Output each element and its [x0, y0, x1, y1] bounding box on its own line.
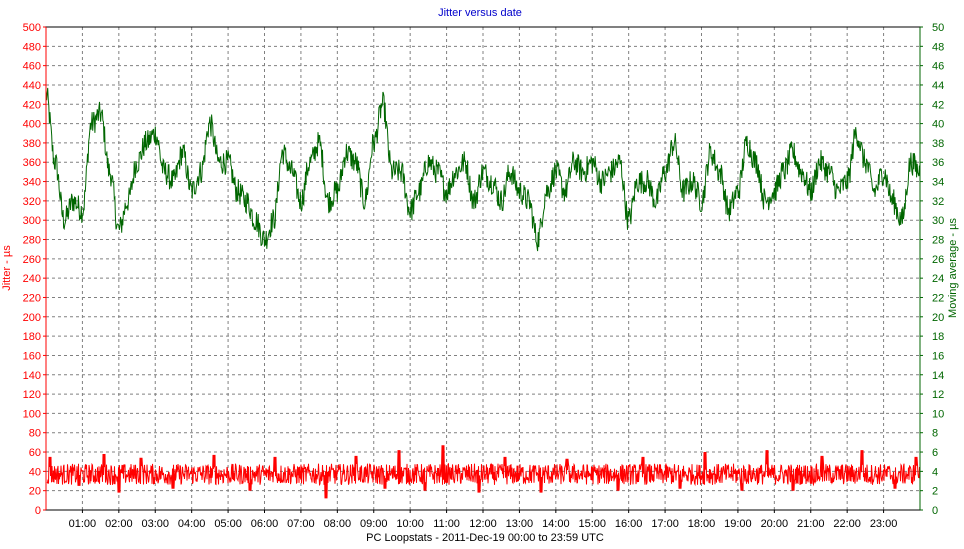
x-tick-label: 13:00	[506, 518, 534, 530]
left-axis-label: Jitter - µs	[1, 245, 13, 291]
right-tick-label: 18	[932, 331, 944, 343]
x-tick-label: 22:00	[833, 518, 861, 530]
left-tick-label: 160	[23, 350, 41, 362]
x-tick-label: 09:00	[360, 518, 388, 530]
x-tick-label: 14:00	[542, 518, 570, 530]
left-tick-label: 260	[23, 254, 41, 266]
x-tick-label: 01:00	[69, 518, 97, 530]
right-tick-label: 28	[932, 235, 944, 247]
series-layer	[45, 87, 921, 499]
left-tick-label: 280	[23, 235, 41, 247]
jitter-line	[46, 445, 920, 499]
right-tick-label: 30	[932, 215, 944, 227]
left-tick-label: 140	[23, 370, 41, 382]
x-tick-label: 18:00	[688, 518, 716, 530]
x-tick-label: 07:00	[287, 518, 315, 530]
right-tick-label: 6	[932, 447, 938, 459]
left-tick-label: 40	[29, 466, 41, 478]
left-axis-ticks: 0 20 40 60 80 100 120 140 160 180 200 220 240 260 280 3…	[23, 22, 46, 517]
left-tick-label: 460	[23, 61, 41, 73]
right-tick-label: 4	[932, 466, 938, 478]
x-tick-label: 15:00	[578, 518, 606, 530]
right-tick-label: 2	[932, 486, 938, 498]
x-axis-ticks: 01:00 02:00 03:00 04:00 05:00 06:00 07:00 08:00…	[69, 510, 898, 530]
right-tick-label: 14	[932, 370, 944, 382]
x-tick-label: 10:00	[396, 518, 424, 530]
left-tick-label: 240	[23, 273, 41, 285]
x-tick-label: 17:00	[651, 518, 679, 530]
left-tick-label: 20	[29, 486, 41, 498]
left-tick-label: 100	[23, 408, 41, 420]
left-tick-label: 180	[23, 331, 41, 343]
left-tick-label: 120	[23, 389, 41, 401]
right-axis-label: Moving average - µs	[947, 218, 959, 318]
left-tick-label: 440	[23, 80, 41, 92]
x-tick-label: 08:00	[324, 518, 352, 530]
x-tick-label: 11:00	[433, 518, 460, 530]
left-tick-label: 340	[23, 177, 41, 189]
left-tick-label: 380	[23, 138, 41, 150]
right-tick-label: 46	[932, 61, 944, 73]
left-tick-label: 500	[23, 22, 41, 34]
left-tick-label: 220	[23, 292, 41, 304]
right-tick-label: 0	[932, 505, 938, 517]
x-tick-label: 06:00	[251, 518, 279, 530]
x-tick-label: 23:00	[870, 518, 898, 530]
left-tick-label: 360	[23, 157, 41, 169]
right-tick-label: 42	[932, 99, 944, 111]
x-tick-label: 12:00	[469, 518, 497, 530]
right-tick-label: 26	[932, 254, 944, 266]
right-tick-label: 40	[932, 119, 944, 131]
right-tick-label: 20	[932, 312, 944, 324]
right-tick-label: 12	[932, 389, 944, 401]
right-tick-label: 34	[932, 177, 944, 189]
right-tick-label: 24	[932, 273, 944, 285]
x-tick-label: 05:00	[214, 518, 242, 530]
x-tick-label: 21:00	[797, 518, 825, 530]
left-tick-label: 200	[23, 312, 41, 324]
right-tick-label: 22	[932, 292, 944, 304]
right-tick-label: 44	[932, 80, 944, 92]
left-tick-label: 480	[23, 41, 41, 53]
left-tick-label: 400	[23, 119, 41, 131]
grid-layer	[46, 27, 920, 510]
x-tick-label: 04:00	[178, 518, 206, 530]
right-tick-label: 48	[932, 41, 944, 53]
left-tick-label: 420	[23, 99, 41, 111]
x-tick-label: 02:00	[105, 518, 133, 530]
x-tick-label: 19:00	[724, 518, 752, 530]
right-tick-label: 32	[932, 196, 944, 208]
chart-title: Jitter versus date	[438, 7, 522, 19]
right-tick-label: 50	[932, 22, 944, 34]
x-tick-label: 16:00	[615, 518, 643, 530]
left-tick-label: 80	[29, 428, 41, 440]
right-tick-label: 36	[932, 157, 944, 169]
x-tick-label: 03:00	[141, 518, 169, 530]
x-tick-label: 20:00	[761, 518, 789, 530]
left-tick-label: 60	[29, 447, 41, 459]
moving-average-line	[45, 87, 921, 252]
right-tick-label: 38	[932, 138, 944, 150]
x-axis-label: PC Loopstats - 2011-Dec-19 00:00 to 23:5…	[366, 532, 604, 544]
right-tick-label: 16	[932, 350, 944, 362]
left-tick-label: 300	[23, 215, 41, 227]
right-tick-label: 10	[932, 408, 944, 420]
right-tick-label: 8	[932, 428, 938, 440]
left-tick-label: 320	[23, 196, 41, 208]
right-axis-ticks: 0246810121416182022242628303234363840424…	[920, 22, 944, 517]
left-tick-label: 0	[35, 505, 41, 517]
